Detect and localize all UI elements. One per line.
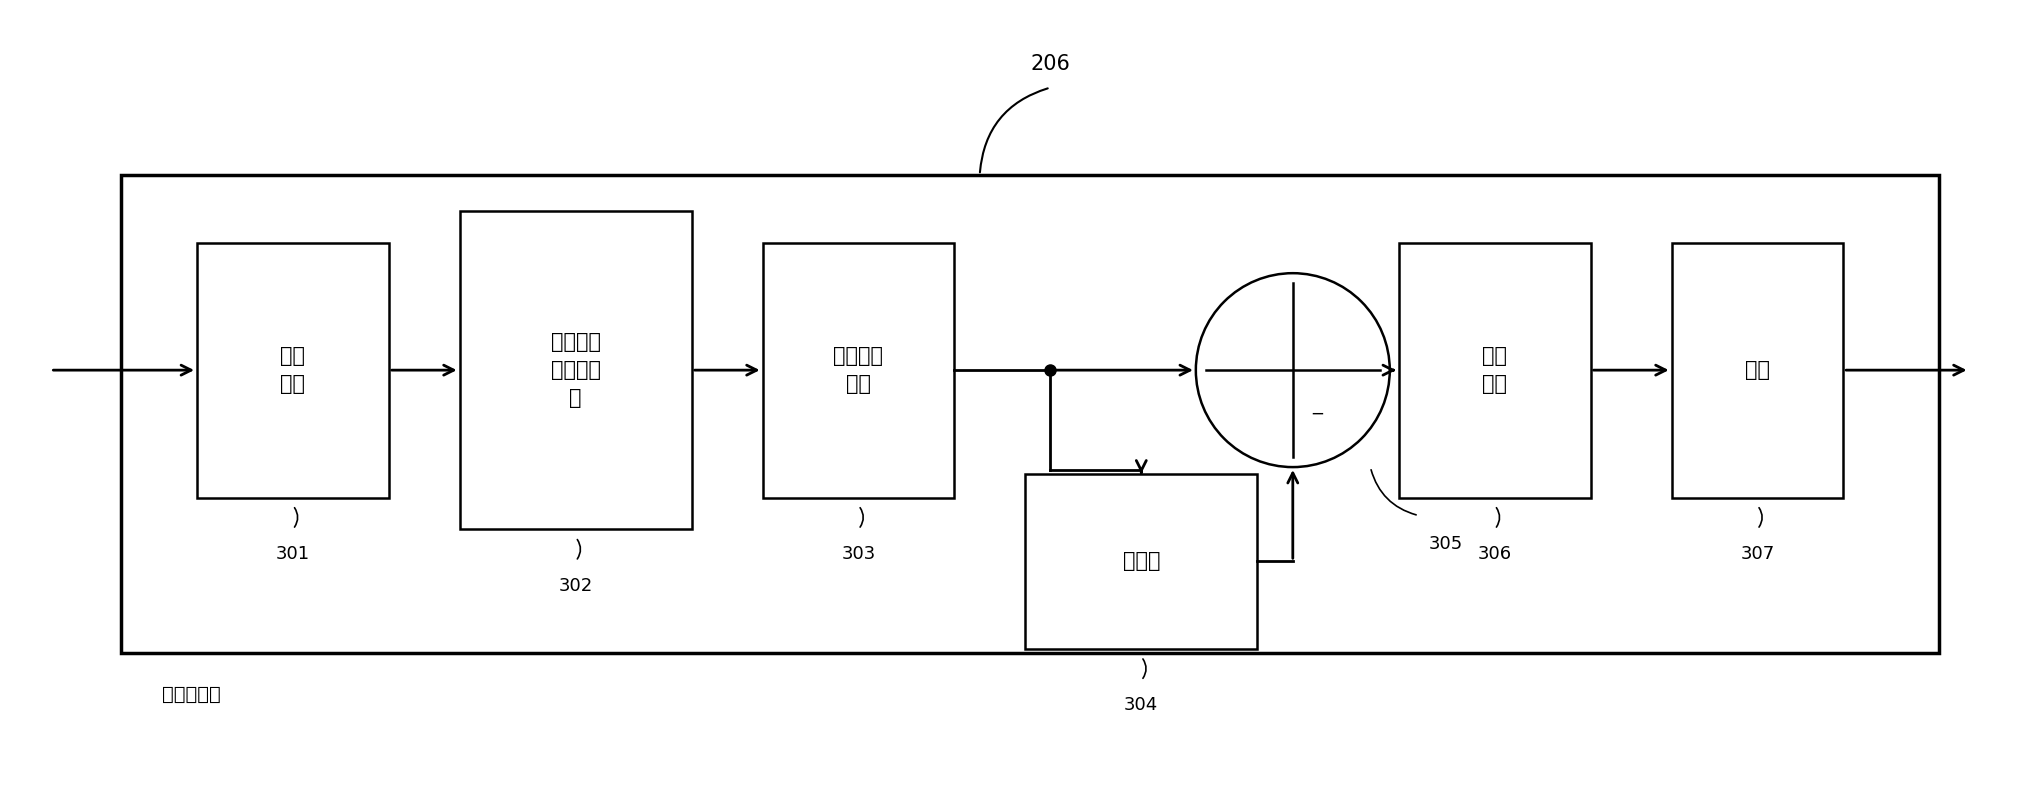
- Text: 307: 307: [1741, 545, 1774, 564]
- Bar: [764, 243, 955, 498]
- Text: 符号
同步: 符号 同步: [281, 346, 305, 394]
- Text: 功率
计算: 功率 计算: [1483, 346, 1507, 394]
- Text: 306: 306: [1479, 545, 1511, 564]
- Text: 304: 304: [1125, 696, 1157, 715]
- Bar: [1673, 243, 1842, 498]
- Bar: [196, 243, 388, 498]
- Text: 305: 305: [1428, 535, 1462, 553]
- Bar: [121, 175, 1939, 653]
- Bar: [459, 211, 691, 529]
- Text: −: −: [1311, 405, 1323, 423]
- Bar: [1024, 474, 1256, 649]
- Text: 302: 302: [560, 577, 592, 595]
- Text: 301: 301: [277, 545, 309, 564]
- Text: 导频数据
提取: 导频数据 提取: [834, 346, 883, 394]
- Text: 子载波数
据获取单
元: 子载波数 据获取单 元: [551, 332, 600, 408]
- Ellipse shape: [1196, 273, 1390, 467]
- Bar: [1398, 243, 1590, 498]
- Text: 代价值计算: 代价值计算: [162, 685, 220, 704]
- Text: 303: 303: [842, 545, 875, 564]
- Text: 平均: 平均: [1745, 360, 1770, 380]
- Text: 206: 206: [1030, 53, 1071, 74]
- Text: 延时器: 延时器: [1123, 551, 1159, 572]
